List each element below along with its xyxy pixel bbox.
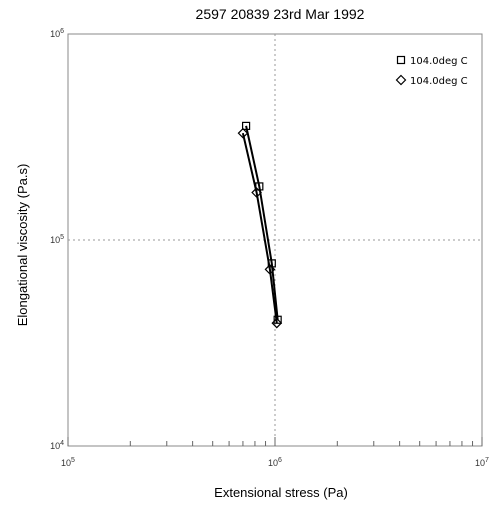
x-tick-label: 106	[268, 457, 282, 468]
legend: 104.0deg C 104.0deg C	[395, 55, 468, 87]
y-tick-label: 104	[50, 440, 64, 451]
data-point-diamond	[251, 187, 262, 198]
y-tick-label: 106	[50, 28, 64, 39]
chart-title: 2597 20839 23rd Mar 1992	[196, 6, 365, 22]
legend-label: 104.0deg C	[410, 76, 468, 87]
data-point-diamond	[271, 317, 283, 329]
x-tick-label: 107	[475, 457, 489, 468]
legend-label: 104.0deg C	[410, 56, 468, 67]
series-line	[241, 132, 278, 324]
legend-item: 104.0deg C	[396, 55, 468, 67]
data-point-diamond	[395, 74, 407, 86]
y-axis-ticks: 104 105 106	[50, 28, 64, 451]
y-axis-label: Elongational viscosity (Pa.s)	[15, 164, 30, 327]
data-point-square	[273, 315, 282, 324]
grid-lines	[68, 34, 482, 446]
x-axis-minor-ticks	[129, 441, 474, 446]
y-tick-label: 105	[50, 234, 64, 245]
data-point-diamond	[264, 264, 276, 275]
data-point-diamond	[237, 127, 249, 139]
x-axis-ticks: 105 106 107	[61, 437, 489, 468]
series-diamond	[237, 127, 283, 329]
x-axis-label: Extensional stress (Pa)	[214, 485, 348, 500]
legend-item: 104.0deg C	[395, 74, 468, 87]
series-line	[245, 125, 279, 320]
series-group	[237, 121, 283, 329]
data-point-square	[241, 121, 251, 131]
data-point-square	[396, 55, 406, 65]
x-tick-label: 105	[61, 457, 75, 468]
